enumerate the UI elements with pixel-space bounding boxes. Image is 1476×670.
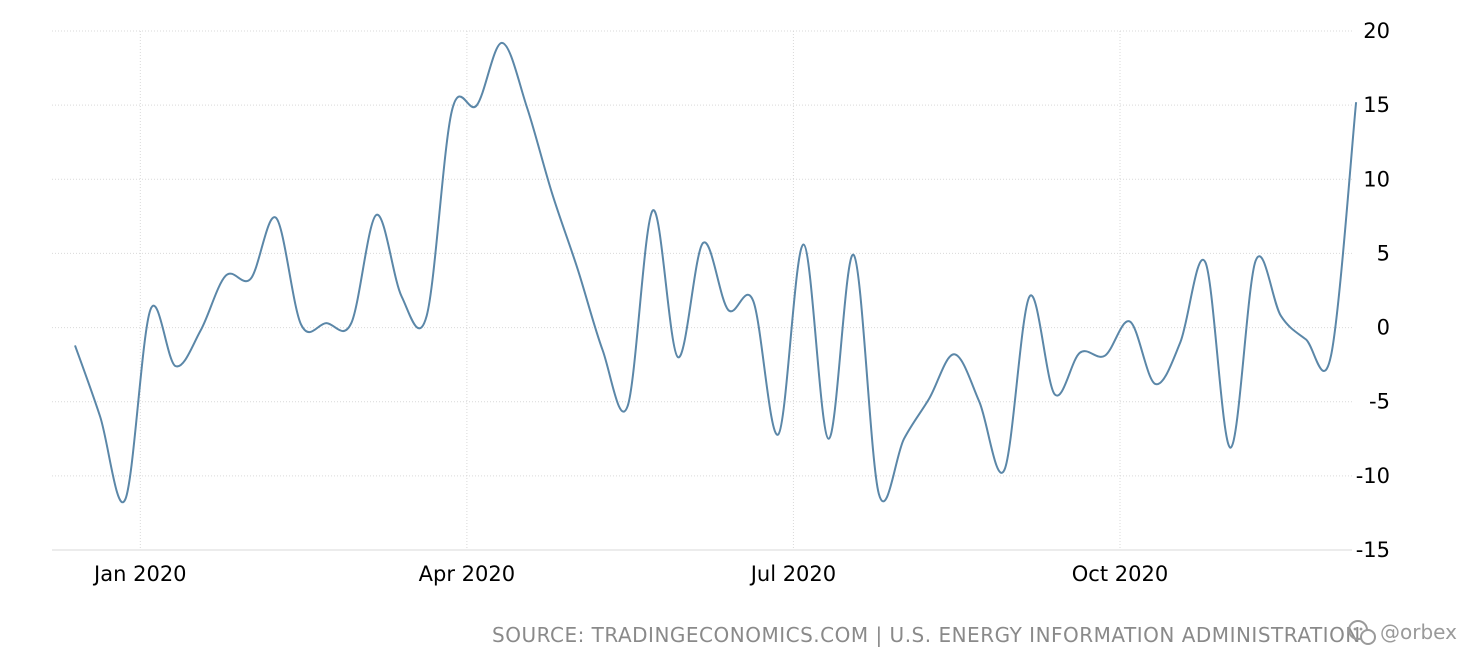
y-tick-label: 10 [1363,167,1390,191]
series-layer [74,41,1358,504]
watermark-text: @orbex [1380,620,1457,644]
series-line [74,41,1358,504]
grid [52,30,1352,551]
y-tick-label: -5 [1369,390,1390,414]
wechat-icon [1348,620,1376,645]
y-tick-label: -10 [1356,464,1390,488]
y-tick-label: -15 [1356,538,1390,562]
x-tick-label: Jan 2020 [92,562,187,586]
source-text: SOURCE: TRADINGECONOMICS.COM | U.S. ENER… [492,623,1361,647]
y-tick-label: 15 [1363,93,1390,117]
x-tick-label: Jul 2020 [749,562,836,586]
x-tick-label: Apr 2020 [419,562,515,586]
y-tick-label: 0 [1377,316,1390,340]
x-tick-label: Oct 2020 [1072,562,1168,586]
y-axis: 20 15 10 5 0 -5 -10 -15 [1356,19,1390,562]
y-tick-label: 5 [1377,241,1390,265]
watermark: @orbex [1348,620,1457,645]
x-axis: Jan 2020 Apr 2020 Jul 2020 Oct 2020 [92,562,1168,586]
y-tick-label: 20 [1363,19,1390,43]
